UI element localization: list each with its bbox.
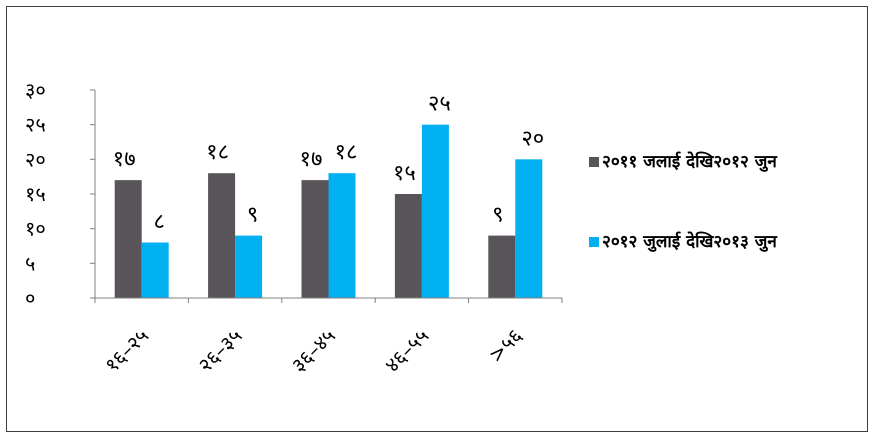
y-tick-label: ० <box>25 286 35 310</box>
x-tick-label: >५६ <box>483 324 527 368</box>
bar <box>421 124 449 299</box>
data-label: ९ <box>247 203 258 228</box>
bar <box>328 173 356 298</box>
bar <box>301 180 329 298</box>
bars: १७ ८ १८ ९ १७ १८ १५ २५ ९ २० <box>113 92 544 299</box>
legend-label: २०११ जलाई देखि२०१२ जुन <box>602 151 777 172</box>
bar <box>141 242 169 298</box>
data-label: १८ <box>335 140 358 165</box>
bar <box>208 173 236 298</box>
y-axis: ० ५ १० १५ २० २५ ३० <box>25 78 96 310</box>
bar <box>515 159 543 298</box>
chart-frame: ० ५ १० १५ २० २५ ३० १७ ८ १८ ९ १७ १८ १५ २५ ९ २० १६–२५ २६–३… <box>6 6 868 432</box>
data-label: १५ <box>393 161 416 186</box>
x-tick-label: १६–२५ <box>100 324 153 377</box>
data-label: २० <box>521 126 544 151</box>
legend: २०११ जलाई देखि२०१२ जुन २०१२ जुलाई देखि२०१… <box>589 151 777 252</box>
x-tick-label: ३६–४५ <box>287 324 340 377</box>
y-tick-label: १० <box>25 217 46 241</box>
data-label: २५ <box>428 92 451 117</box>
data-label: ८ <box>153 210 164 235</box>
legend-swatch <box>589 237 599 247</box>
legend-label: २०१२ जुलाई देखि२०१३ जुन <box>602 231 777 252</box>
y-tick-label: ३० <box>25 78 46 102</box>
y-tick-label: २० <box>25 147 46 171</box>
bar-chart: ० ५ १० १५ २० २५ ३० १७ ८ १८ ९ १७ १८ १५ २५ ९ २० १६–२५ २६–३… <box>25 78 777 377</box>
bar <box>394 194 422 298</box>
bar <box>235 235 263 298</box>
data-label: १७ <box>300 147 323 172</box>
y-tick-label: २५ <box>25 113 46 137</box>
data-label: १८ <box>206 140 229 165</box>
x-tick-label: ४६–५५ <box>380 324 433 377</box>
y-tick-label: १५ <box>25 182 46 206</box>
x-axis: १६–२५ २६–३५ ३६–४५ ४६–५५ >५६ <box>94 297 563 377</box>
data-label: ९ <box>492 203 503 228</box>
legend-swatch <box>589 157 599 167</box>
bar <box>114 180 142 298</box>
bar <box>488 235 516 298</box>
data-label: १७ <box>113 147 136 172</box>
x-tick-label: २६–३५ <box>193 324 246 377</box>
y-tick-label: ५ <box>25 251 35 275</box>
